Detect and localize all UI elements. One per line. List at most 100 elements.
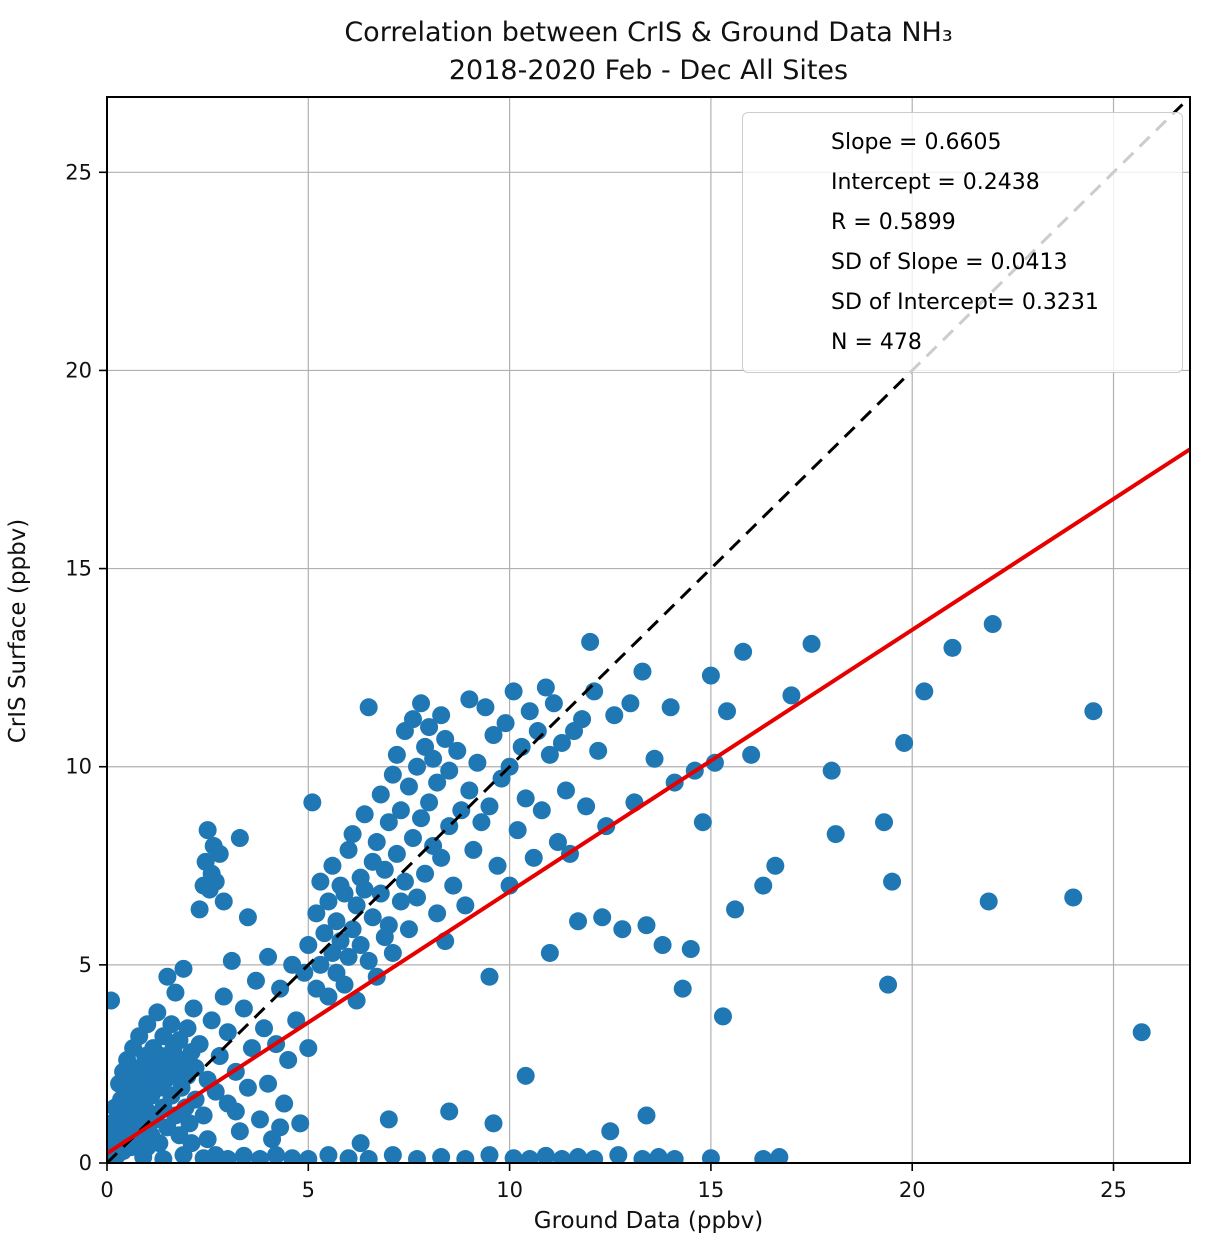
scatter-point bbox=[283, 1149, 302, 1163]
scatter-point bbox=[218, 1023, 237, 1042]
scatter-point bbox=[319, 1146, 338, 1163]
scatter-point bbox=[403, 829, 422, 848]
scatter-point bbox=[412, 694, 431, 713]
scatter-point bbox=[399, 920, 418, 939]
scatter-point bbox=[335, 975, 354, 994]
legend-intercept: Intercept = 0.2438 bbox=[831, 169, 1040, 195]
scatter-point bbox=[351, 1134, 370, 1153]
scatter-point bbox=[754, 876, 773, 895]
scatter-point bbox=[516, 1066, 535, 1085]
scatter-point bbox=[420, 718, 439, 737]
scatter-point bbox=[387, 745, 406, 764]
x-tick-label: 15 bbox=[698, 1178, 725, 1202]
scatter-point bbox=[428, 904, 447, 923]
scatter-point bbox=[464, 840, 483, 859]
legend-slope: Slope = 0.6605 bbox=[831, 129, 1002, 155]
scatter-point bbox=[259, 947, 278, 966]
scatter-point bbox=[299, 1039, 318, 1058]
scatter-point bbox=[230, 1122, 249, 1141]
scatter-point bbox=[343, 920, 362, 939]
scatter-point bbox=[271, 979, 290, 998]
scatter-point bbox=[206, 872, 225, 891]
scatter-point bbox=[875, 813, 894, 832]
scatter-point bbox=[440, 761, 459, 780]
scatter-point bbox=[488, 856, 507, 875]
x-tick-label: 5 bbox=[302, 1178, 315, 1202]
scatter-point bbox=[408, 1150, 427, 1163]
scatter-point bbox=[468, 753, 487, 772]
scatter-point bbox=[633, 1150, 652, 1163]
scatter-point bbox=[319, 987, 338, 1006]
scatter-point bbox=[250, 1150, 269, 1163]
scatter-point bbox=[548, 833, 567, 852]
scatter-point bbox=[230, 829, 249, 848]
y-tick-label: 15 bbox=[65, 557, 92, 581]
x-tick-label: 20 bbox=[899, 1178, 926, 1202]
scatter-point bbox=[339, 947, 358, 966]
scatter-point bbox=[150, 1134, 169, 1153]
scatter-point bbox=[943, 638, 962, 657]
x-tick-label: 25 bbox=[1100, 1178, 1127, 1202]
scatter-point bbox=[339, 840, 358, 859]
scatter-point bbox=[480, 1146, 499, 1163]
scatter-point bbox=[303, 793, 322, 812]
scatter-point bbox=[734, 642, 753, 661]
scatter-point bbox=[319, 892, 338, 911]
scatter-point bbox=[391, 892, 410, 911]
scatter-point bbox=[198, 1130, 217, 1149]
scatter-point bbox=[536, 1146, 555, 1163]
scatter-point bbox=[480, 797, 499, 816]
scatter-point bbox=[214, 987, 233, 1006]
scatter-point bbox=[504, 682, 523, 701]
scatter-point bbox=[408, 888, 427, 907]
scatter-point bbox=[238, 908, 257, 927]
scatter-point bbox=[408, 757, 427, 776]
scatter-point bbox=[379, 916, 398, 935]
scatter-point bbox=[754, 1150, 773, 1163]
scatter-point bbox=[556, 781, 575, 800]
scatter-point bbox=[202, 1011, 221, 1030]
scatter-point bbox=[343, 825, 362, 844]
scatter-point bbox=[766, 856, 785, 875]
scatter-point bbox=[218, 1150, 237, 1163]
scatter-point bbox=[190, 900, 209, 919]
legend-n: N = 478 bbox=[831, 329, 922, 355]
scatter-point bbox=[540, 943, 559, 962]
scatter-point bbox=[383, 943, 402, 962]
scatter-point bbox=[633, 662, 652, 681]
scatter-point bbox=[234, 999, 253, 1018]
scatter-point bbox=[915, 682, 934, 701]
scatter-point bbox=[452, 801, 471, 820]
scatter-point bbox=[307, 904, 326, 923]
scatter-point bbox=[428, 773, 447, 792]
scatter-point bbox=[802, 634, 821, 653]
scatter-point bbox=[524, 848, 543, 867]
scatter-point bbox=[484, 726, 503, 745]
scatter-point bbox=[242, 1039, 261, 1058]
scatter-point bbox=[726, 900, 745, 919]
scatter-point bbox=[782, 686, 801, 705]
scatter-point bbox=[194, 1106, 213, 1125]
scatter-point bbox=[456, 896, 475, 915]
scatter-point bbox=[178, 1019, 197, 1038]
scatter-point bbox=[250, 1110, 269, 1129]
scatter-point bbox=[275, 1094, 294, 1113]
scatter-point bbox=[826, 825, 845, 844]
scatter-point bbox=[190, 1035, 209, 1054]
scatter-point bbox=[359, 951, 378, 970]
scatter-point bbox=[379, 1110, 398, 1129]
scatter-point bbox=[532, 801, 551, 820]
scatter-point bbox=[436, 729, 455, 748]
scatter-point bbox=[589, 741, 608, 760]
scatter-point bbox=[645, 749, 664, 768]
scatter-point bbox=[520, 1150, 539, 1163]
scatter-point bbox=[883, 872, 902, 891]
scatter-point bbox=[456, 1150, 475, 1163]
scatter-point bbox=[460, 690, 479, 709]
scatter-point bbox=[444, 876, 463, 895]
scatter-point bbox=[371, 785, 390, 804]
scatter-point bbox=[271, 1118, 290, 1137]
fit-line bbox=[107, 447, 1190, 1156]
scatter-point bbox=[214, 892, 233, 911]
